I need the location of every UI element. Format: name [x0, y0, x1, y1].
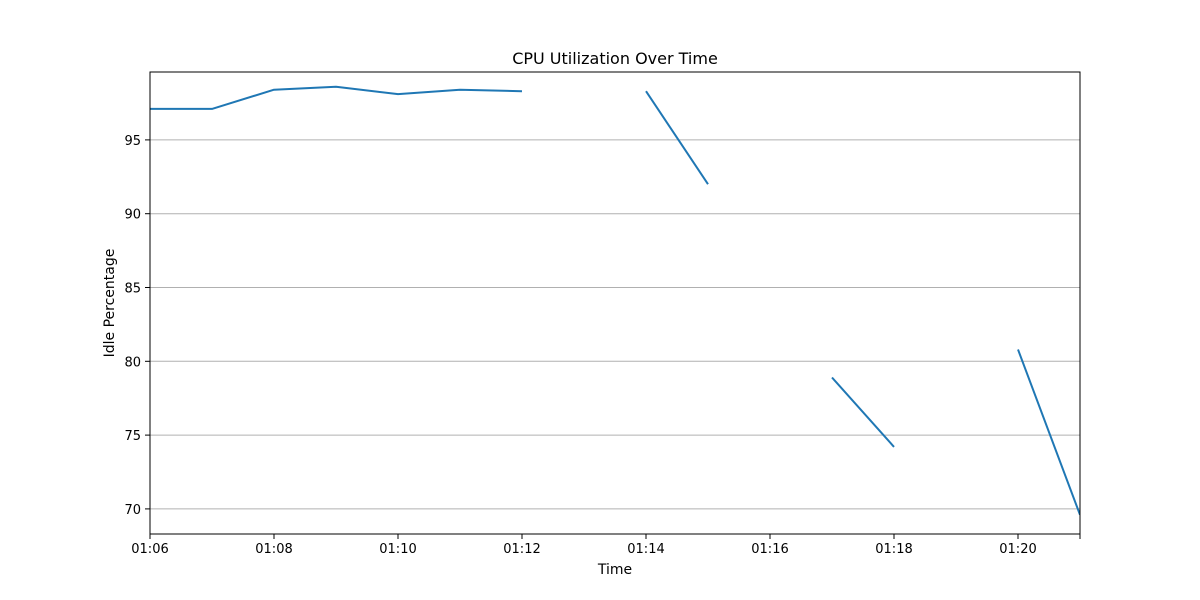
- grid-lines: [150, 139, 1080, 510]
- x-tick-label: 01:20: [999, 542, 1036, 557]
- series-line-segment: [1017, 349, 1080, 516]
- series-line-segment: [831, 376, 895, 448]
- x-tick-label: 01:16: [751, 542, 788, 557]
- series-line-segment: [150, 85, 523, 110]
- y-tick-label: 95: [124, 134, 141, 149]
- data-layer: [150, 85, 1080, 516]
- x-tick-label: 01:14: [627, 542, 664, 557]
- y-tick-label: 85: [124, 282, 141, 297]
- chart-title: CPU Utilization Over Time: [512, 49, 718, 68]
- x-tick-label: 01:18: [875, 542, 912, 557]
- y-tick-label: 90: [124, 208, 141, 223]
- x-tick-label: 01:10: [379, 542, 416, 557]
- y-tick-label: 80: [124, 355, 141, 370]
- x-axis-label: Time: [597, 562, 632, 578]
- y-tick-label: 75: [124, 429, 141, 444]
- x-axis-ticks: 01:06 01:08 01:10 01:12 01:14 01:16 01:18 01:20: [131, 534, 1081, 557]
- y-axis-label: Idle Percentage: [102, 249, 118, 358]
- series-line-segment: [645, 90, 709, 185]
- x-tick-label: 01:12: [503, 542, 540, 557]
- x-tick-label: 01:06: [131, 542, 168, 557]
- y-tick-label: 70: [124, 503, 141, 518]
- y-axis-ticks: 70 75 80 85 90 95: [124, 134, 150, 518]
- plot-frame: [149, 71, 1081, 535]
- x-tick-label: 01:08: [255, 542, 292, 557]
